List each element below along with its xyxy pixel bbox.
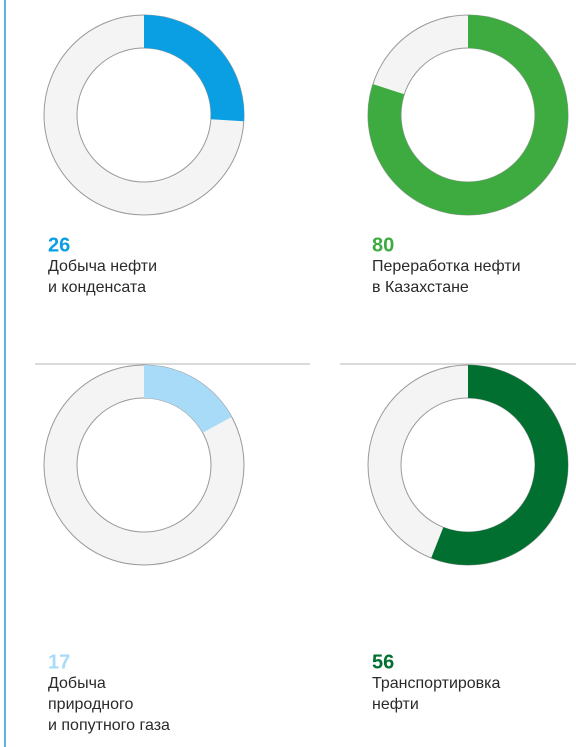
value-label: 17 [48,651,70,673]
chart-label: и попутного газа [48,717,170,734]
value-label: 80 [372,234,394,256]
donut-segment [368,15,568,215]
chart-label: Добыча нефти [48,258,157,275]
donut-outline [76,397,212,533]
chart-label: и конденсата [48,279,146,296]
donut-outline [400,47,536,183]
chart-label: Транспортировка [372,675,501,692]
chart-label: Добыча [48,675,106,692]
chart-label: Переработка нефти [372,258,521,275]
chart-label: в Казахстане [372,279,469,296]
donut-segment [144,364,232,433]
value-label: 26 [48,234,70,256]
donut-segment [144,15,244,122]
value-label: 56 [372,651,394,673]
chart-label: природного [48,696,134,713]
donut-outline [76,47,212,183]
chart-label: нефти [372,696,419,713]
donut-outline [400,397,536,533]
donut-segment [431,365,568,565]
